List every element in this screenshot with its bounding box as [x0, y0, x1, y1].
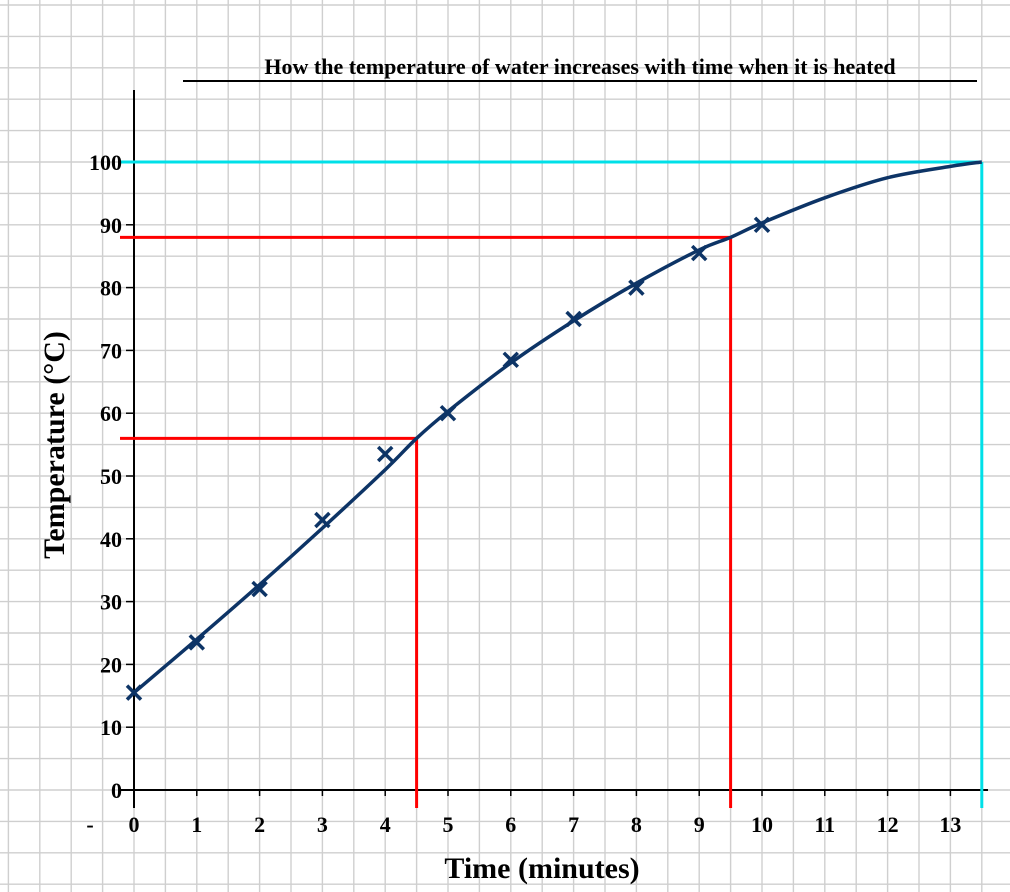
best-fit-curve-group [132, 160, 983, 694]
y-tick-label: 20 [100, 652, 122, 677]
marker-stroke [314, 511, 331, 529]
marker-stroke [439, 404, 457, 422]
y-tick-label: 50 [100, 464, 122, 489]
x-tick-label: 1 [191, 812, 202, 837]
x-tick-label: 13 [939, 812, 961, 837]
x-tick-label: 5 [443, 812, 454, 837]
data-point-marker [690, 244, 708, 262]
labels: 0 1 2 3 4 5 6 7 8 9 10 11 12 130102030405060708090100… [86, 80, 977, 837]
y-tick-label: 30 [100, 590, 122, 615]
x-tick-label: 8 [631, 812, 642, 837]
x-tick-label: 0 [129, 812, 140, 837]
data-markers [125, 216, 771, 701]
data-point-marker [565, 310, 582, 328]
y-axis-title: Temperature (°C) [38, 331, 71, 559]
x-tick-label: 6 [505, 812, 516, 837]
data-point-marker [125, 684, 143, 701]
data-point-marker [188, 634, 206, 651]
marker-stroke [565, 310, 582, 328]
marker-stroke [125, 684, 143, 701]
marker-stroke [376, 445, 394, 463]
chart-title: How the temperature of water increases w… [264, 54, 895, 79]
y-tick-label: 60 [100, 401, 122, 426]
x-tick-label: 2 [254, 812, 265, 837]
marker-stroke [188, 634, 206, 651]
y-tick-label: 90 [100, 213, 122, 238]
y-tick-label: 10 [100, 715, 122, 740]
data-point-marker [251, 580, 268, 598]
x-tick-label: 7 [568, 812, 579, 837]
y-tick-label: 0 [111, 778, 122, 803]
best-fit-curve [132, 160, 983, 694]
marker-stroke [251, 580, 268, 598]
axes [120, 90, 988, 808]
x-tick-label: 4 [380, 812, 391, 837]
y-tick-label: 80 [100, 276, 122, 301]
x-tick-label: 10 [751, 812, 773, 837]
x-tick-label: 3 [317, 812, 328, 837]
stray-tick-label: - [86, 812, 93, 837]
reading-lines [120, 160, 984, 808]
data-point-marker [314, 511, 331, 529]
x-tick-label: 11 [814, 812, 835, 837]
data-point-marker [376, 445, 394, 463]
marker-stroke [753, 216, 771, 234]
y-tick-label: 70 [100, 338, 122, 363]
x-axis-title: Time (minutes) [444, 852, 639, 885]
data-point-marker [753, 216, 771, 234]
x-tick-label: 12 [877, 812, 899, 837]
data-point-marker [502, 351, 520, 369]
data-point-marker [628, 279, 645, 296]
marker-stroke [502, 351, 520, 369]
data-point-marker [439, 404, 457, 422]
y-tick-label: 100 [89, 150, 122, 175]
marker-stroke [690, 244, 708, 262]
x-tick-label: 9 [694, 812, 705, 837]
marker-stroke [628, 279, 645, 296]
y-tick-label: 40 [100, 527, 122, 552]
